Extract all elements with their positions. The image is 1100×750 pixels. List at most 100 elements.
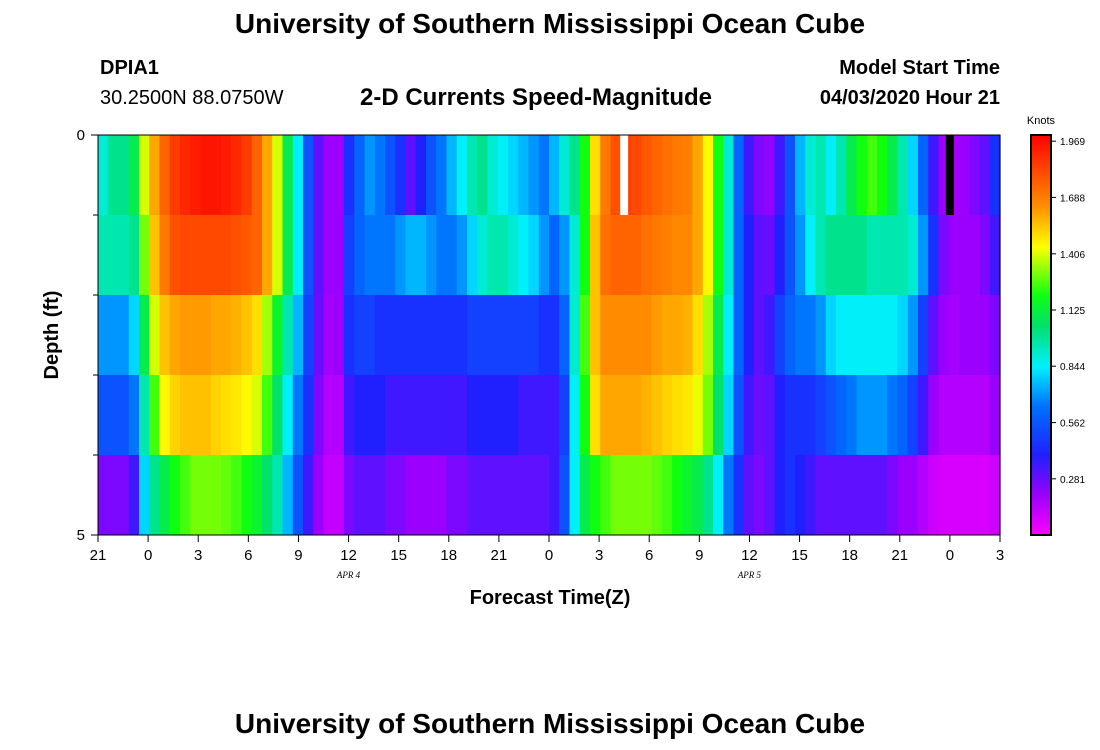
heatmap-cell (108, 295, 120, 375)
heatmap-cell (241, 215, 253, 295)
heatmap-cell (692, 455, 704, 535)
colorbar-tick-label: 1.688 (1060, 193, 1085, 204)
heatmap-cell (159, 455, 171, 535)
heatmap-cell (323, 215, 335, 295)
heatmap-cell (825, 375, 837, 455)
heatmap-cell (600, 455, 612, 535)
colorbar-ticks: 1.969 1.688 1.406 1.125 0.844 0.562 0.281 (1051, 137, 1085, 486)
heatmap-cell (774, 455, 786, 535)
heatmap-cell (374, 215, 386, 295)
heatmap-cell (887, 455, 899, 535)
heatmap-cell (989, 135, 1001, 215)
heatmap-cell (456, 455, 468, 535)
heatmap-cell (907, 295, 919, 375)
heatmap-cell (928, 375, 940, 455)
heatmap-cell (446, 375, 458, 455)
heatmap-cell (631, 295, 642, 375)
heatmap-cell (405, 375, 417, 455)
heatmap-cell (682, 215, 694, 295)
heatmap-cell (774, 215, 786, 295)
heatmap-cell (579, 455, 591, 535)
heatmap-cell (702, 295, 714, 375)
heatmap-cell (866, 215, 878, 295)
heatmap-cell (364, 215, 376, 295)
heatmap-cell (128, 375, 140, 455)
model-start-label: Model Start Time (839, 57, 1000, 79)
heatmap-cell (713, 215, 724, 295)
heatmap-cell (651, 215, 663, 295)
heatmap-cell (282, 295, 294, 375)
heatmap-cell (344, 295, 355, 375)
heatmap-cell (661, 295, 673, 375)
heatmap-cell (251, 215, 263, 295)
heatmap-cell (333, 135, 345, 215)
heatmap-cell (477, 455, 489, 535)
heatmap-cell (415, 135, 427, 215)
heatmap-cell (354, 455, 366, 535)
heatmap-cell (754, 215, 765, 295)
heatmap-cell (118, 455, 130, 535)
x-axis: 21 0 3 6 9 12 15 18 21 0 3 6 9 12 15 18 21 0 3 APR 4 APR 5 (90, 535, 1004, 580)
heatmap-cell (784, 215, 796, 295)
heatmap-cell (856, 375, 868, 455)
heatmap-cell (989, 455, 1001, 535)
title-top: University of Southern Mississippi Ocean… (234, 8, 866, 39)
heatmap-cell (231, 215, 243, 295)
heatmap-cell (272, 455, 284, 535)
heatmap-cell (241, 375, 253, 455)
heatmap-cell (128, 455, 140, 535)
heatmap-cell (938, 375, 950, 455)
heatmap-cell (774, 135, 786, 215)
heatmap-cell (774, 295, 786, 375)
heatmap-cell (805, 375, 817, 455)
heatmap-cell (190, 215, 202, 295)
heatmap-cell (743, 295, 755, 375)
heatmap-cell (784, 135, 796, 215)
heatmap-cell (477, 135, 489, 215)
heatmap-cell (210, 215, 222, 295)
heatmap-cell (672, 135, 683, 215)
heatmap-cell (559, 375, 571, 455)
heatmap-cell (282, 455, 294, 535)
heatmap-cell (764, 295, 776, 375)
heatmap-cell (969, 295, 981, 375)
heatmap-cell (497, 375, 509, 455)
heatmap-cell (866, 375, 878, 455)
heatmap-cell (887, 135, 899, 215)
heatmap-cell (272, 215, 284, 295)
heatmap-cell (231, 455, 243, 535)
heatmap-cell (672, 215, 683, 295)
heatmap-cell (692, 295, 704, 375)
heatmap-cell (610, 215, 622, 295)
heatmap-marker (945, 135, 954, 215)
heatmap-cell (538, 375, 550, 455)
heatmap-cell (303, 135, 314, 215)
heatmap-cell (436, 215, 448, 295)
colorbar-tick-label: 0.844 (1060, 362, 1085, 373)
heatmap-cell (231, 295, 243, 375)
heatmap-cell (251, 295, 263, 375)
heatmap-cell (631, 215, 642, 295)
heatmap-cell (846, 375, 858, 455)
heatmap-cell (907, 455, 919, 535)
heatmap-cell (231, 375, 243, 455)
heatmap-cell (210, 295, 222, 375)
heatmap-cell (169, 135, 181, 215)
heatmap-cell (303, 295, 314, 375)
heatmap-cell (979, 215, 991, 295)
heatmap-cell (969, 375, 981, 455)
heatmap-cell (928, 135, 940, 215)
colorbar-tick-label: 1.969 (1060, 137, 1085, 148)
heatmap-cell (98, 135, 109, 215)
heatmap-cell (989, 375, 1001, 455)
heatmap-cell (354, 215, 366, 295)
station-coords: 30.2500N 88.0750W (100, 87, 284, 109)
heatmap-cell (241, 295, 253, 375)
heatmap-cell (620, 455, 632, 535)
heatmap-cell (98, 455, 109, 535)
heatmap-cell (979, 375, 991, 455)
heatmap-cell (190, 375, 202, 455)
heatmap-cell (385, 455, 396, 535)
heatmap-cell (866, 295, 878, 375)
heatmap-cell (723, 215, 735, 295)
